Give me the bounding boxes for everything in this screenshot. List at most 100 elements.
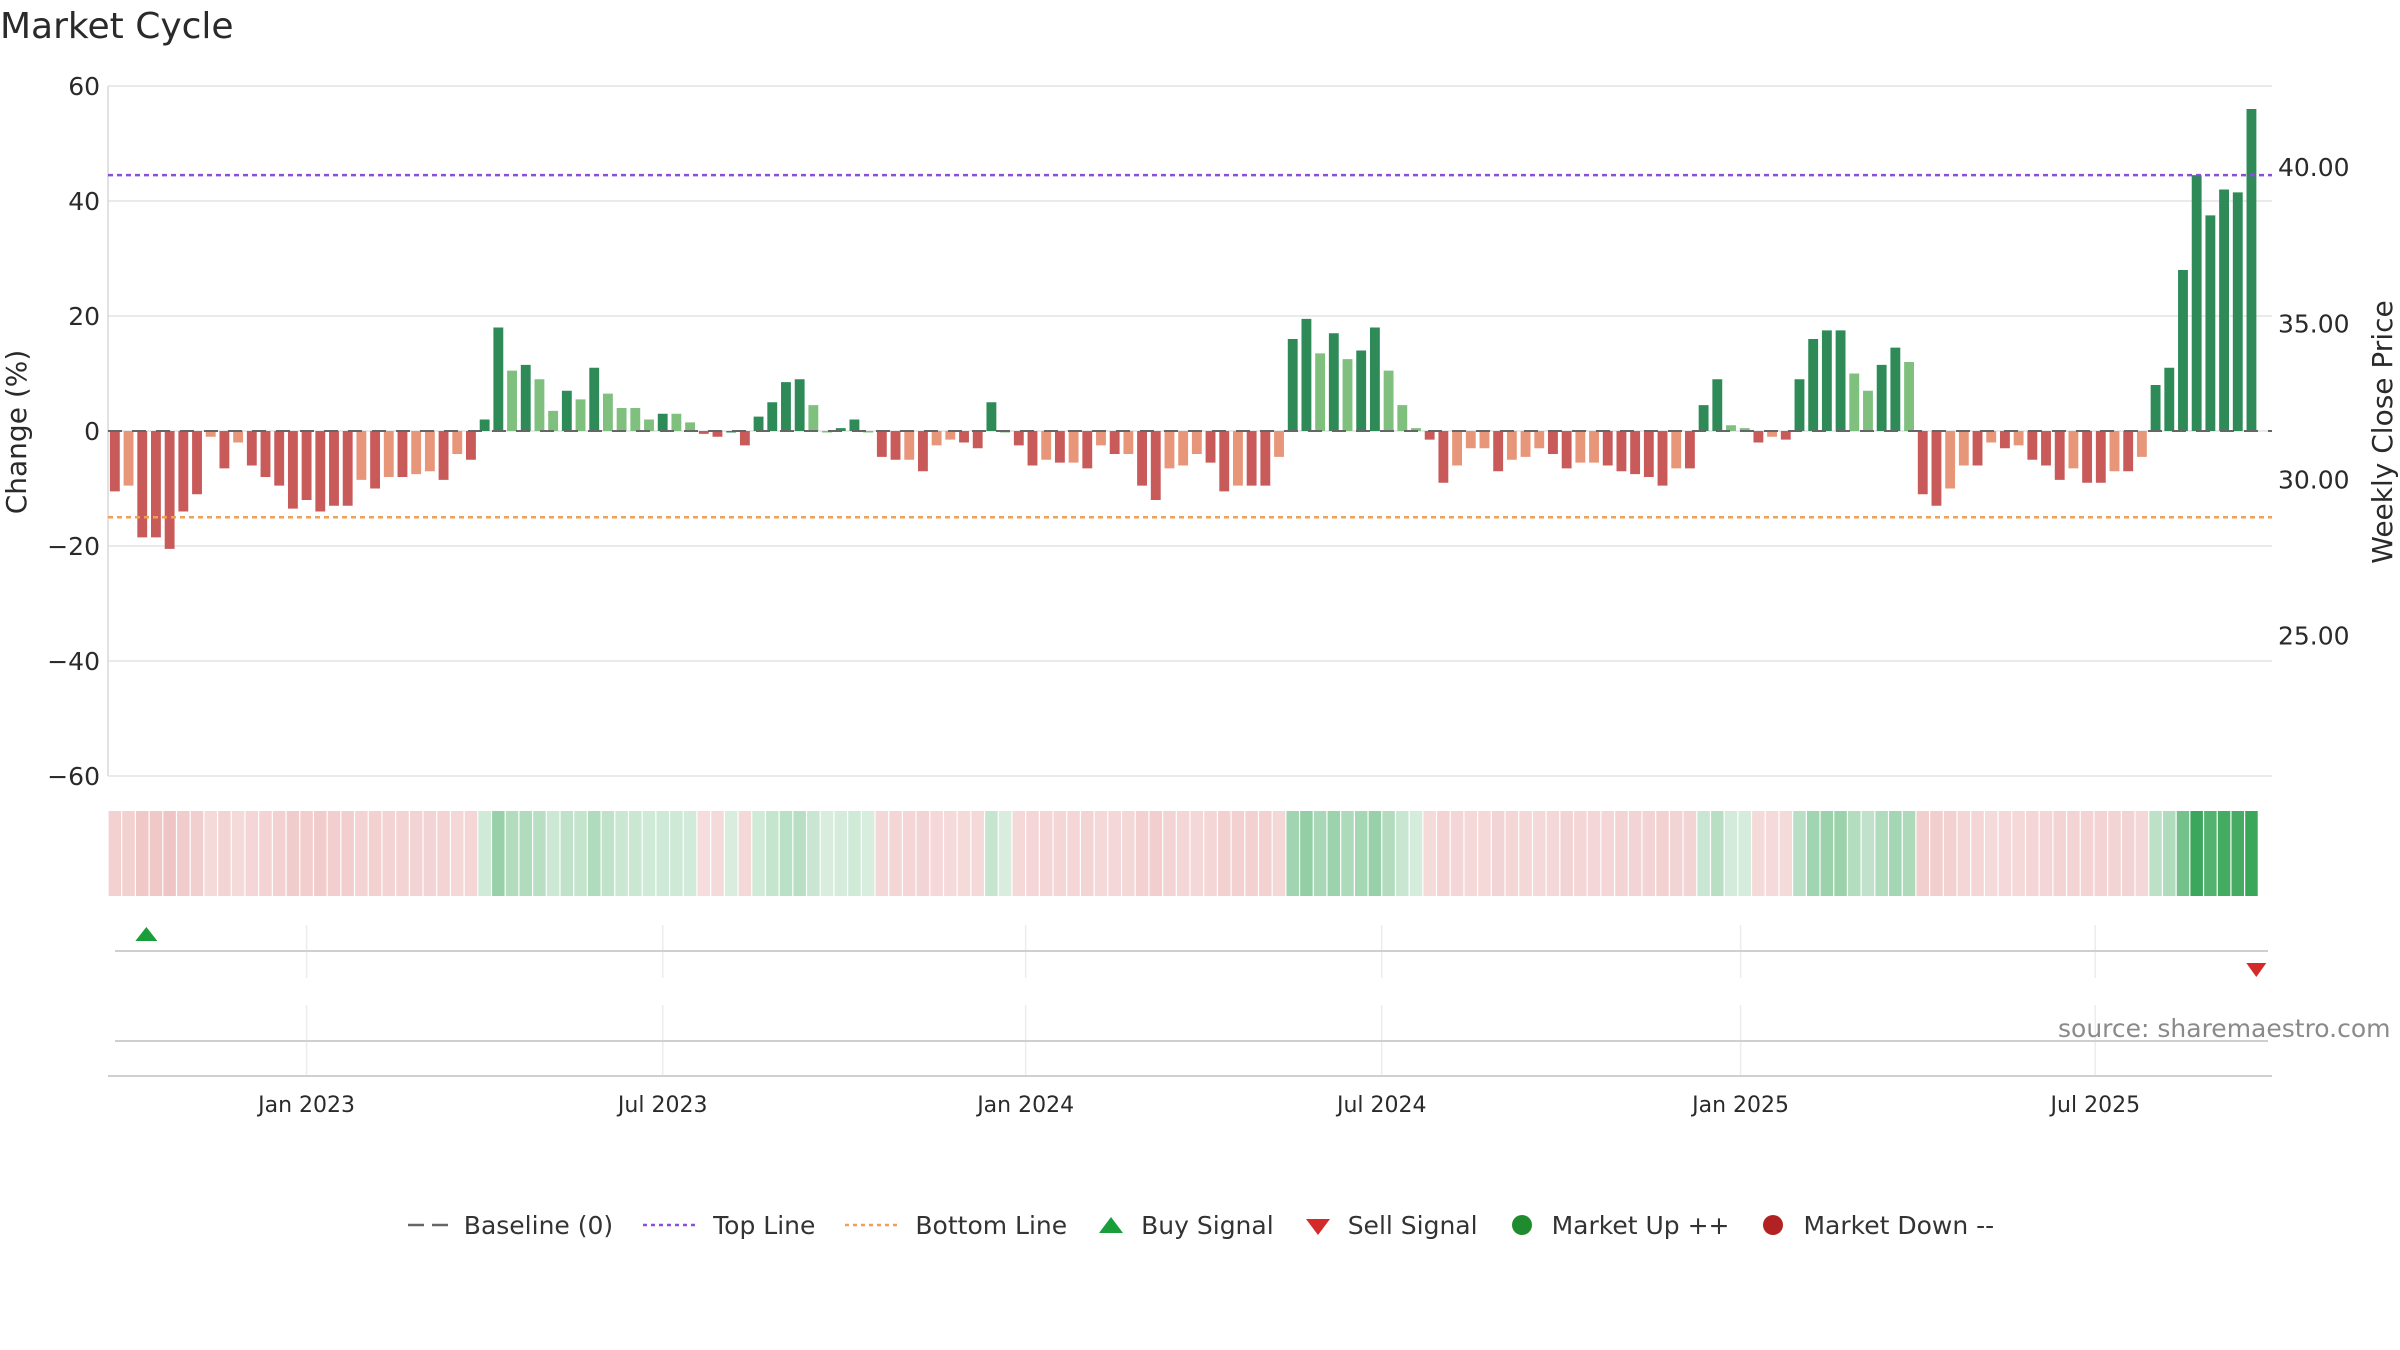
bar — [1493, 431, 1504, 472]
cycle-cell — [1984, 811, 1998, 896]
y-tick-label: −60 — [47, 762, 100, 791]
cycle-cell — [944, 811, 957, 896]
cycle-cell — [1382, 811, 1395, 896]
cycle-cell — [1574, 811, 1587, 896]
bar — [1589, 431, 1599, 463]
cycle-cell — [286, 811, 300, 896]
cycle-cell — [437, 811, 450, 896]
cycle-cell — [1875, 811, 1888, 896]
cycle-cell — [1738, 811, 1751, 896]
cycle-cell — [1971, 811, 1984, 896]
legend-label: Baseline (0) — [463, 1210, 614, 1240]
bar — [876, 431, 887, 457]
bar — [192, 431, 202, 495]
x-axis: Jan 2023 Jul 2023 Jan 2024 Jul 2024 Jan 2025… — [108, 1075, 2272, 1118]
cycle-cell — [1149, 811, 1163, 896]
cycle-cell — [1012, 811, 1026, 896]
bar — [753, 416, 764, 431]
bar — [739, 431, 750, 446]
signal-panel — [115, 925, 2268, 1075]
cycle-cell — [1615, 811, 1628, 896]
bar — [904, 431, 915, 460]
reference-lines — [108, 173, 2272, 519]
bar — [630, 408, 641, 431]
cycle-cell — [587, 811, 601, 896]
bar — [1575, 431, 1586, 463]
bar — [822, 431, 832, 433]
bar — [1301, 318, 1312, 431]
bar — [890, 431, 901, 460]
cycle-cell — [1491, 811, 1505, 896]
bar — [657, 413, 668, 431]
legend-item[interactable]: Baseline (0) — [406, 1211, 613, 1240]
legend-item[interactable]: Market Down -- — [1757, 1211, 1994, 1240]
cycle-cell — [314, 811, 327, 896]
bar — [2178, 270, 2188, 431]
bar — [1684, 431, 1695, 469]
source-text: source: sharemaestro.com — [2058, 1014, 2391, 1043]
bar — [1643, 431, 1654, 477]
y2-tick-label: 35.00 — [2278, 309, 2350, 338]
bar — [849, 419, 860, 431]
cycle-cell — [382, 811, 396, 896]
bar — [1411, 428, 1421, 431]
bar — [1315, 353, 1326, 431]
bar — [1109, 431, 1120, 454]
triangle-down-icon — [1305, 1219, 1330, 1235]
cycle-cell — [546, 811, 560, 896]
bar — [1917, 431, 1928, 495]
bar — [1096, 431, 1106, 446]
x-tick-label: Jul 2024 — [1335, 1093, 1427, 1118]
bar — [1013, 431, 1024, 446]
legend-item[interactable]: Buy Signal — [1095, 1211, 1274, 1240]
bar — [1890, 347, 1901, 431]
cycle-cell — [752, 811, 765, 896]
triangle-up-icon — [1099, 1217, 1124, 1233]
bar — [1205, 431, 1216, 463]
bar — [1671, 431, 1682, 469]
cycle-cell — [177, 811, 190, 896]
bar — [1630, 431, 1641, 475]
cycle-cell — [341, 811, 354, 896]
green-dot-icon — [1511, 1215, 1532, 1235]
cycle-cell — [1587, 811, 1601, 896]
bar — [233, 431, 244, 443]
cycle-cell — [533, 811, 546, 896]
cycle-cell — [574, 811, 587, 896]
x-tick-label: Jan 2025 — [1690, 1093, 1789, 1118]
cycle-cell — [2053, 811, 2066, 896]
bar — [1219, 431, 1230, 492]
cycle-cell — [519, 811, 532, 896]
cycle-cell — [2026, 811, 2039, 896]
cycle-cell — [272, 811, 286, 896]
bar — [794, 379, 805, 431]
bar — [1548, 431, 1558, 454]
cycle-cell — [1039, 811, 1053, 896]
cycle-cell — [793, 811, 806, 896]
cycle-cell — [2190, 811, 2203, 896]
bar — [1246, 431, 1257, 486]
bar — [1753, 431, 1764, 443]
bar — [959, 431, 969, 443]
cycle-cell — [642, 811, 656, 896]
x-tick-label: Jan 2023 — [256, 1093, 355, 1118]
bar — [644, 419, 654, 431]
bar — [2068, 431, 2079, 469]
legend-item[interactable]: Market Up ++ — [1506, 1211, 1729, 1240]
cycle-cell — [409, 811, 423, 896]
legend-item[interactable]: Sell Signal — [1302, 1211, 1478, 1240]
bar — [1274, 431, 1284, 457]
bar — [246, 431, 257, 466]
cycle-cell — [971, 811, 984, 896]
cycle-cell — [670, 811, 683, 896]
legend-item[interactable]: Top Line — [641, 1211, 815, 1240]
cycle-cell — [1752, 811, 1765, 896]
bar — [424, 431, 435, 472]
legend-item[interactable]: Bottom Line — [843, 1211, 1067, 1240]
cycle-cell — [2108, 811, 2121, 896]
bar — [1876, 364, 1887, 431]
bar — [1794, 379, 1805, 431]
bar — [1931, 431, 1942, 506]
bar — [2232, 192, 2243, 431]
cycle-cell — [1026, 811, 1039, 896]
